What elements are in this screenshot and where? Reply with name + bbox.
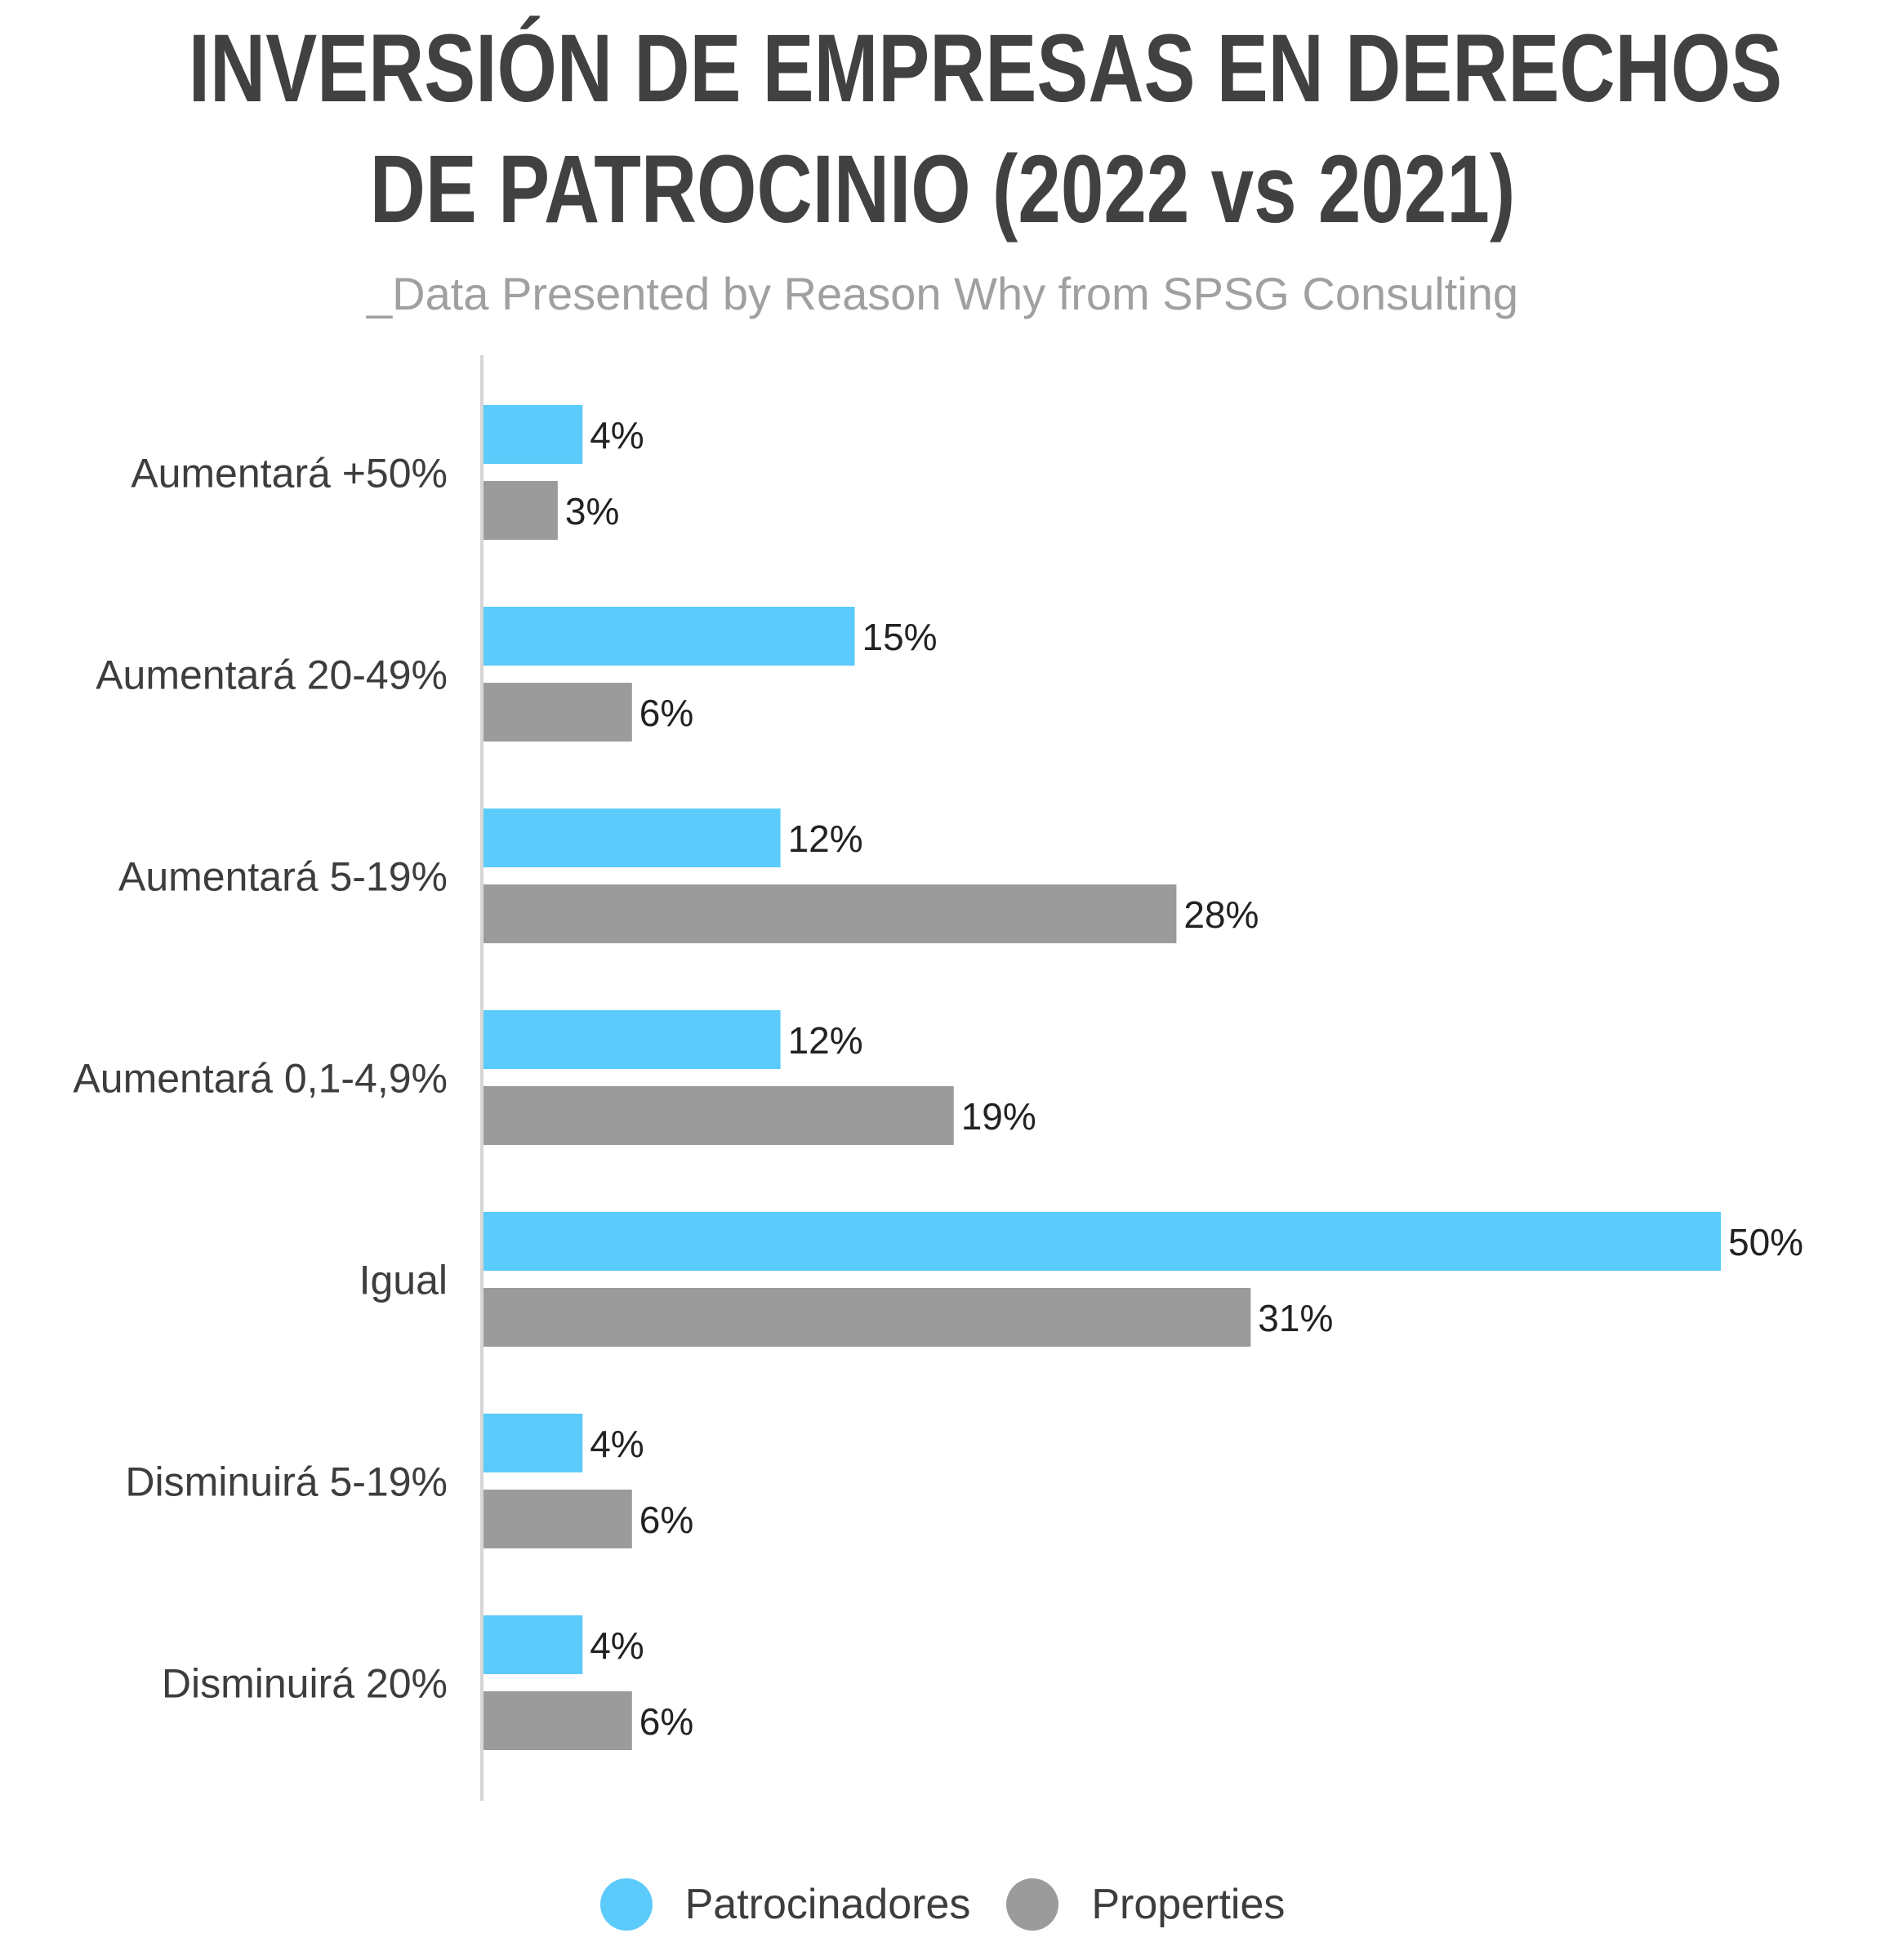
bar-patrocinadores: [484, 1615, 583, 1674]
bar-properties: [484, 1691, 632, 1750]
bar-properties: [484, 1086, 954, 1145]
bar-patrocinadores: [484, 808, 781, 867]
bar-patrocinadores: [484, 1414, 583, 1472]
category-label: Disminuirá 5-19%: [125, 1459, 448, 1505]
data-label: 6%: [639, 1499, 693, 1541]
data-label: 15%: [862, 616, 938, 658]
data-label: 28%: [1183, 893, 1259, 936]
bar-properties: [484, 1490, 632, 1548]
chart-title-line-1: INVERSIÓN DE EMPRESAS EN DERECHOS: [188, 15, 1783, 122]
bar-properties: [484, 884, 1177, 943]
data-label: 4%: [590, 1423, 644, 1465]
category-label: Aumentará 0,1-4,9%: [73, 1056, 448, 1102]
legend-swatch-patrocinadores: [599, 1878, 653, 1931]
bar-properties: [484, 481, 558, 540]
legend-label-properties: Properties: [1091, 1881, 1286, 1928]
data-label: 12%: [788, 1019, 863, 1062]
legend-swatch-properties: [1006, 1878, 1059, 1931]
legend-item-properties: Properties: [1006, 1878, 1285, 1931]
data-label: 50%: [1728, 1221, 1803, 1263]
bar-properties: [484, 683, 632, 742]
bar-patrocinadores: [484, 405, 583, 464]
category-label: Aumentará 20-49%: [96, 653, 448, 698]
chart-title: INVERSIÓN DE EMPRESAS EN DERECHOS DE PAT…: [188, 8, 1783, 250]
bar-patrocinadores: [484, 607, 855, 666]
chart-title-line-2: DE PATROCINIO (2022 vs 2021): [369, 136, 1516, 243]
data-label: 19%: [961, 1095, 1036, 1138]
chart-subtitle: _Data Presented by Reason Why from SPSG …: [366, 268, 1518, 319]
category-label: Aumentará +50%: [131, 451, 448, 497]
data-label: 3%: [565, 490, 619, 532]
legend-item-patrocinadores: Patrocinadores: [599, 1878, 971, 1931]
bar-properties: [484, 1288, 1251, 1347]
category-label: Disminuirá 20%: [162, 1661, 448, 1707]
category-label: Igual: [359, 1258, 448, 1303]
data-label: 6%: [639, 1700, 693, 1743]
data-label: 12%: [788, 817, 863, 860]
bar-patrocinadores: [484, 1212, 1721, 1271]
category-label: Aumentará 5-19%: [118, 854, 448, 900]
data-label: 6%: [639, 692, 693, 734]
legend: Patrocinadores Properties: [0, 1878, 1885, 1931]
data-label: 4%: [590, 414, 644, 457]
data-label: 31%: [1258, 1297, 1333, 1339]
data-label: 4%: [590, 1624, 644, 1667]
bar-patrocinadores: [484, 1010, 781, 1069]
legend-label-patrocinadores: Patrocinadores: [684, 1881, 971, 1928]
